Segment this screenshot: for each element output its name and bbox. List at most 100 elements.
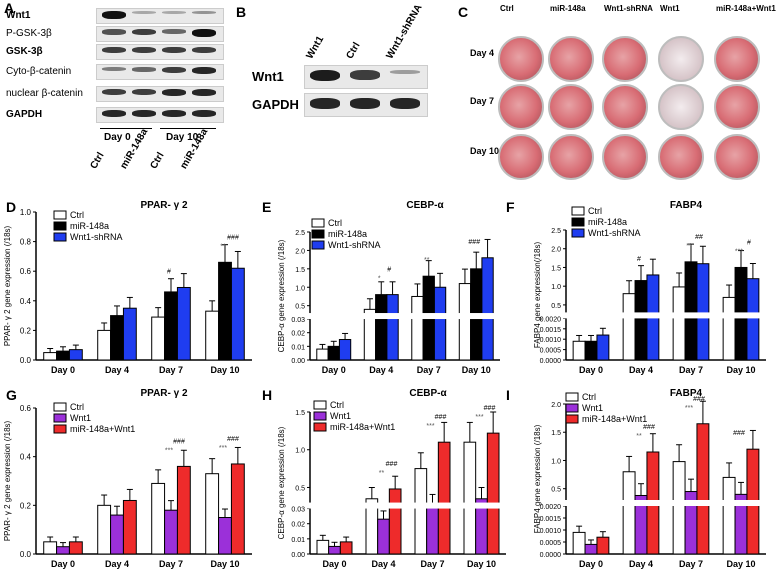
plate-column-label: Wnt1-shRNA <box>604 4 653 13</box>
y-tick-label: 0.0010 <box>540 337 562 344</box>
significance-mark: ** <box>686 243 692 250</box>
y-tick-label: 1.5 <box>551 430 561 437</box>
significance-mark: *** <box>685 405 693 412</box>
legend-swatch <box>571 217 585 227</box>
bar <box>110 514 124 555</box>
y-axis-label: PPAR- γ 2 gene expression (/18s) <box>3 420 12 541</box>
bar <box>458 283 472 361</box>
blot-band <box>132 67 156 72</box>
panel-letter-f: F <box>506 199 515 215</box>
bar <box>218 261 232 361</box>
significance-mark: ### <box>227 436 239 443</box>
y-tick-label: 0.5 <box>295 304 305 311</box>
blot-band <box>310 98 340 109</box>
bar <box>338 339 352 361</box>
bar-break <box>358 313 404 320</box>
blot-band <box>162 110 186 118</box>
bar <box>377 518 390 555</box>
legend-swatch <box>313 422 327 432</box>
chart-title: PPAR- γ 2 <box>140 200 187 211</box>
culture-plate <box>498 36 544 82</box>
day-line <box>100 128 152 129</box>
bar-break <box>617 312 665 319</box>
blot-band <box>192 29 216 37</box>
y-tick-label: 0.5 <box>551 487 561 494</box>
day-label: Day 10 <box>166 132 199 143</box>
legend-label: Wnt1-shRNA <box>328 240 381 250</box>
significance-mark: *** <box>475 414 483 421</box>
bar <box>151 482 166 555</box>
bar <box>672 286 686 361</box>
culture-plate <box>714 84 760 130</box>
legend-label: miR-148a+Wnt1 <box>582 414 647 424</box>
bar-break <box>453 313 499 320</box>
x-tick-label: Day 7 <box>417 365 441 375</box>
legend-swatch <box>571 228 585 238</box>
significance-mark: # <box>747 239 751 246</box>
y-tick-label: 0.5 <box>295 485 305 492</box>
bar <box>339 541 353 555</box>
y-tick-label: 0.0020 <box>540 316 562 323</box>
legend-swatch <box>311 240 325 250</box>
panel-letter-d: D <box>6 199 16 215</box>
plate-column-label: miR-148a+Wnt1 <box>716 4 776 13</box>
x-tick-label: Day 7 <box>420 559 444 569</box>
panel-letter-i: I <box>506 387 510 403</box>
y-axis-label: FABP4 gene expression (/18s) <box>533 424 542 533</box>
bar <box>696 423 710 555</box>
blot-band <box>102 29 126 35</box>
bar <box>122 307 137 361</box>
significance-mark: ### <box>173 438 185 445</box>
blot-band <box>192 110 216 118</box>
blot-band <box>192 67 216 75</box>
significance-mark: ### <box>227 234 239 241</box>
legend-swatch <box>565 414 579 424</box>
bar-break <box>360 502 407 509</box>
culture-plate <box>714 36 760 82</box>
y-tick-label: 0.6 <box>20 267 32 276</box>
bar <box>426 504 439 555</box>
culture-plate <box>658 134 704 180</box>
blot-band <box>350 70 380 80</box>
y-tick-label: 0.0000 <box>540 358 562 365</box>
bar <box>572 531 586 555</box>
bar <box>414 468 428 555</box>
culture-plate <box>602 84 648 130</box>
bar <box>433 286 447 361</box>
culture-plate <box>602 134 648 180</box>
bar-break <box>311 313 357 320</box>
x-tick-label: Day 0 <box>51 365 75 375</box>
y-tick-label: 1.5 <box>295 410 305 417</box>
bar <box>316 539 330 555</box>
chart-title: CEBP-α <box>406 200 444 211</box>
legend-swatch <box>53 402 67 412</box>
panel-letter-e: E <box>262 199 271 215</box>
y-tick-label: 0.2 <box>20 501 32 510</box>
x-tick-label: Day 10 <box>726 559 755 569</box>
blot-band <box>162 89 186 97</box>
x-tick-label: Day 7 <box>159 559 183 569</box>
blot-row-label: P-GSK-3β <box>6 28 52 39</box>
bar <box>68 349 83 361</box>
bar <box>572 340 586 361</box>
bar <box>68 541 83 555</box>
bar <box>463 441 477 555</box>
legend-swatch <box>313 411 327 421</box>
bar-break <box>717 312 765 319</box>
legend-label: Ctrl <box>70 210 84 220</box>
significance-mark: ** <box>424 257 430 264</box>
bar-break <box>458 502 505 509</box>
bar <box>411 295 424 361</box>
plate-column-label: Wnt1 <box>660 4 680 13</box>
bar <box>205 473 220 555</box>
bar <box>230 267 245 361</box>
plate-row-label: Day 7 <box>470 96 495 106</box>
y-tick-label: 0.0 <box>20 550 32 559</box>
bar <box>316 348 329 361</box>
bar <box>97 329 112 361</box>
x-tick-label: Day 4 <box>105 559 129 569</box>
culture-plate <box>548 84 594 130</box>
blot-band <box>102 110 126 118</box>
culture-plate <box>658 84 704 130</box>
legend-swatch <box>53 210 67 220</box>
